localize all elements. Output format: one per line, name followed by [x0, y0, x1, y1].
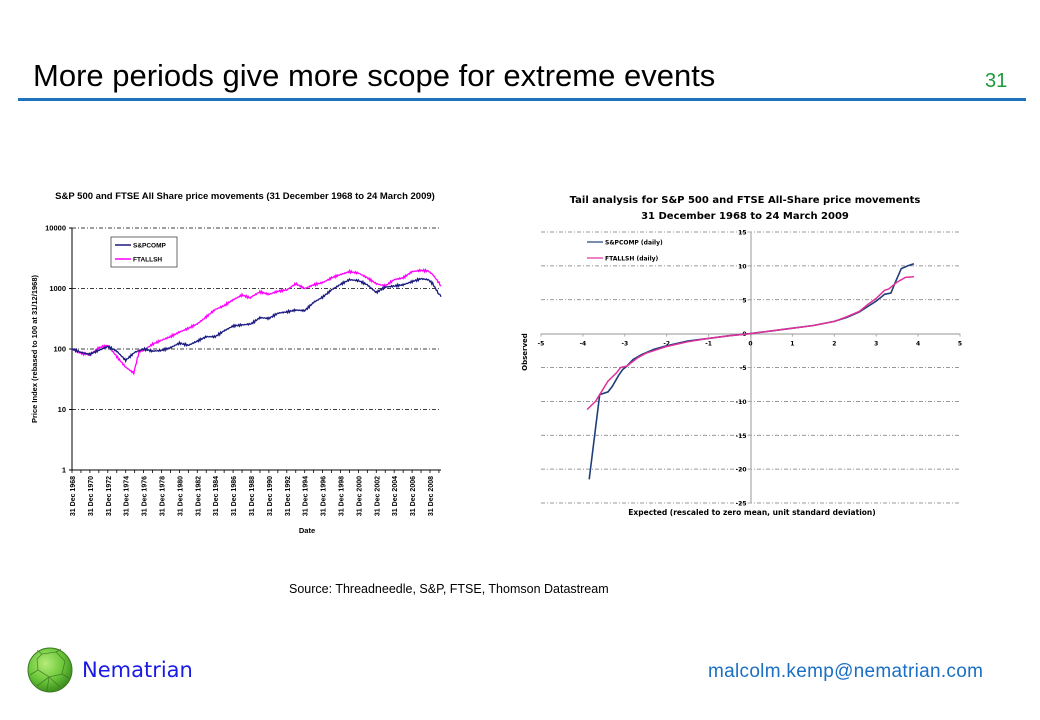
right-x-tick-label: -3 [621, 341, 628, 348]
slide-title: More periods give more scope for extreme… [33, 58, 716, 93]
left-x-tick-label: 31 Dec 1994 [303, 476, 310, 516]
right-chart-title: Tail analysis for S&P 500 and FTSE All-S… [570, 195, 921, 206]
right-chart-y-label: Observed [521, 333, 529, 371]
brand-name: Nematrian [82, 658, 193, 682]
page-number: 31 [985, 70, 1008, 92]
right-chart-x-ticks: -5 -4 -3 -2 -1 0 1 2 3 4 5 [538, 333, 962, 348]
left-x-tick-label: 31 Dec 1990 [267, 476, 274, 516]
right-chart-x-label: Expected (rescaled to zero mean, unit st… [628, 508, 875, 517]
left-chart-title: S&P 500 and FTSE All Share price movemen… [55, 191, 435, 202]
left-x-tick-label: 31 Dec 2006 [410, 476, 417, 516]
right-x-tick-label: 4 [916, 341, 920, 348]
right-x-tick-label: 1 [790, 341, 794, 348]
legend-label-sp: S&PCOMP [133, 243, 167, 250]
right-y-tick-label: -20 [736, 467, 747, 474]
left-x-tick-label: 31 Dec 1998 [338, 476, 345, 516]
left-x-tick-label: 31 Dec 1972 [106, 476, 113, 516]
right-chart-series [586, 263, 915, 480]
left-x-tick-label: 31 Dec 2000 [356, 476, 363, 516]
left-y-tick-label: 1000 [49, 284, 66, 293]
left-chart-series [71, 267, 442, 376]
right-y-tick-label: 15 [738, 230, 746, 237]
left-x-tick-label: 31 Dec 1974 [124, 476, 131, 516]
left-x-tick-label: 31 Dec 1980 [177, 476, 184, 516]
left-series-line-ftse [71, 267, 442, 376]
legend-label-ftse: FTALLSH [133, 257, 162, 264]
right-x-tick-label: 2 [832, 341, 836, 348]
price-index-chart: S&P 500 and FTSE All Share price movemen… [30, 191, 442, 535]
source-note: Source: Threadneedle, S&P, FTSE, Thomson… [289, 582, 609, 596]
left-chart-y-ticks: 1 10 100 1000 10000 [45, 224, 72, 475]
left-x-tick-label: 31 Dec 2008 [428, 476, 435, 516]
left-x-tick-label: 31 Dec 1968 [70, 476, 77, 516]
left-x-tick-label: 31 Dec 1986 [231, 476, 238, 516]
left-x-tick-label: 31 Dec 1970 [88, 476, 95, 516]
left-x-tick-label: 31 Dec 1982 [195, 476, 202, 516]
left-x-tick-label: 31 Dec 1992 [285, 476, 292, 516]
legend-box [110, 236, 178, 268]
right-x-tick-label: -4 [580, 341, 587, 348]
left-x-tick-label: 31 Dec 1988 [249, 476, 256, 516]
left-x-tick-label: 31 Dec 1984 [213, 476, 220, 516]
title-divider [18, 98, 1026, 101]
tail-analysis-chart: Tail analysis for S&P 500 and FTSE All-S… [521, 195, 962, 517]
left-y-tick-label: 100 [53, 345, 66, 354]
legend-label-sp-daily: S&PCOMP (daily) [605, 240, 663, 247]
left-chart-x-ticks: 31 Dec 1968 31 Dec 1970 31 Dec 1972 31 Dec … [70, 470, 440, 516]
left-chart-gridlines [72, 227, 441, 410]
left-chart-x-label: Date [299, 526, 315, 535]
right-y-tick-label: -15 [736, 433, 747, 440]
left-series-line-sp [71, 277, 442, 364]
right-x-tick-label: 5 [958, 341, 962, 348]
left-chart-legend: S&PCOMP FTALLSH [110, 236, 178, 268]
right-x-tick-label: -2 [663, 341, 670, 348]
left-chart-y-label: Price Index (rebased to 100 at 31/12/196… [30, 275, 39, 423]
right-y-tick-label: -10 [736, 399, 747, 406]
right-y-tick-label: 5 [742, 297, 746, 304]
right-x-tick-label: 0 [748, 341, 752, 348]
right-series-line-ftse-daily [586, 275, 914, 411]
left-x-tick-label: 31 Dec 2002 [374, 476, 381, 516]
right-x-tick-label: 3 [874, 341, 878, 348]
right-x-tick-label: -1 [705, 341, 712, 348]
right-chart-subtitle: 31 December 1968 to 24 March 2009 [641, 211, 849, 222]
left-x-tick-label: 31 Dec 1996 [321, 476, 328, 516]
right-x-tick-label: -5 [538, 341, 545, 348]
left-x-tick-label: 31 Dec 2004 [392, 476, 399, 516]
right-y-tick-label: -5 [740, 365, 747, 372]
right-y-tick-label: -25 [736, 501, 747, 508]
left-x-tick-label: 31 Dec 1976 [142, 476, 149, 516]
left-y-tick-label: 1 [62, 466, 66, 475]
legend-label-ftse-daily: FTALLSH (daily) [605, 256, 659, 263]
left-x-tick-label: 31 Dec 1978 [159, 476, 166, 516]
contact-email[interactable]: malcolm.kemp@nematrian.com [708, 661, 984, 682]
left-y-tick-label: 10 [58, 405, 66, 414]
right-chart-legend: S&PCOMP (daily) FTALLSH (daily) [587, 240, 663, 263]
right-y-tick-label: 10 [738, 263, 746, 270]
right-chart-y-ticks: 15 10 5 0 -5 -10 -15 -20 -25 [736, 230, 751, 508]
left-y-tick-label: 10000 [45, 224, 66, 233]
nematrian-logo-icon [27, 647, 73, 693]
